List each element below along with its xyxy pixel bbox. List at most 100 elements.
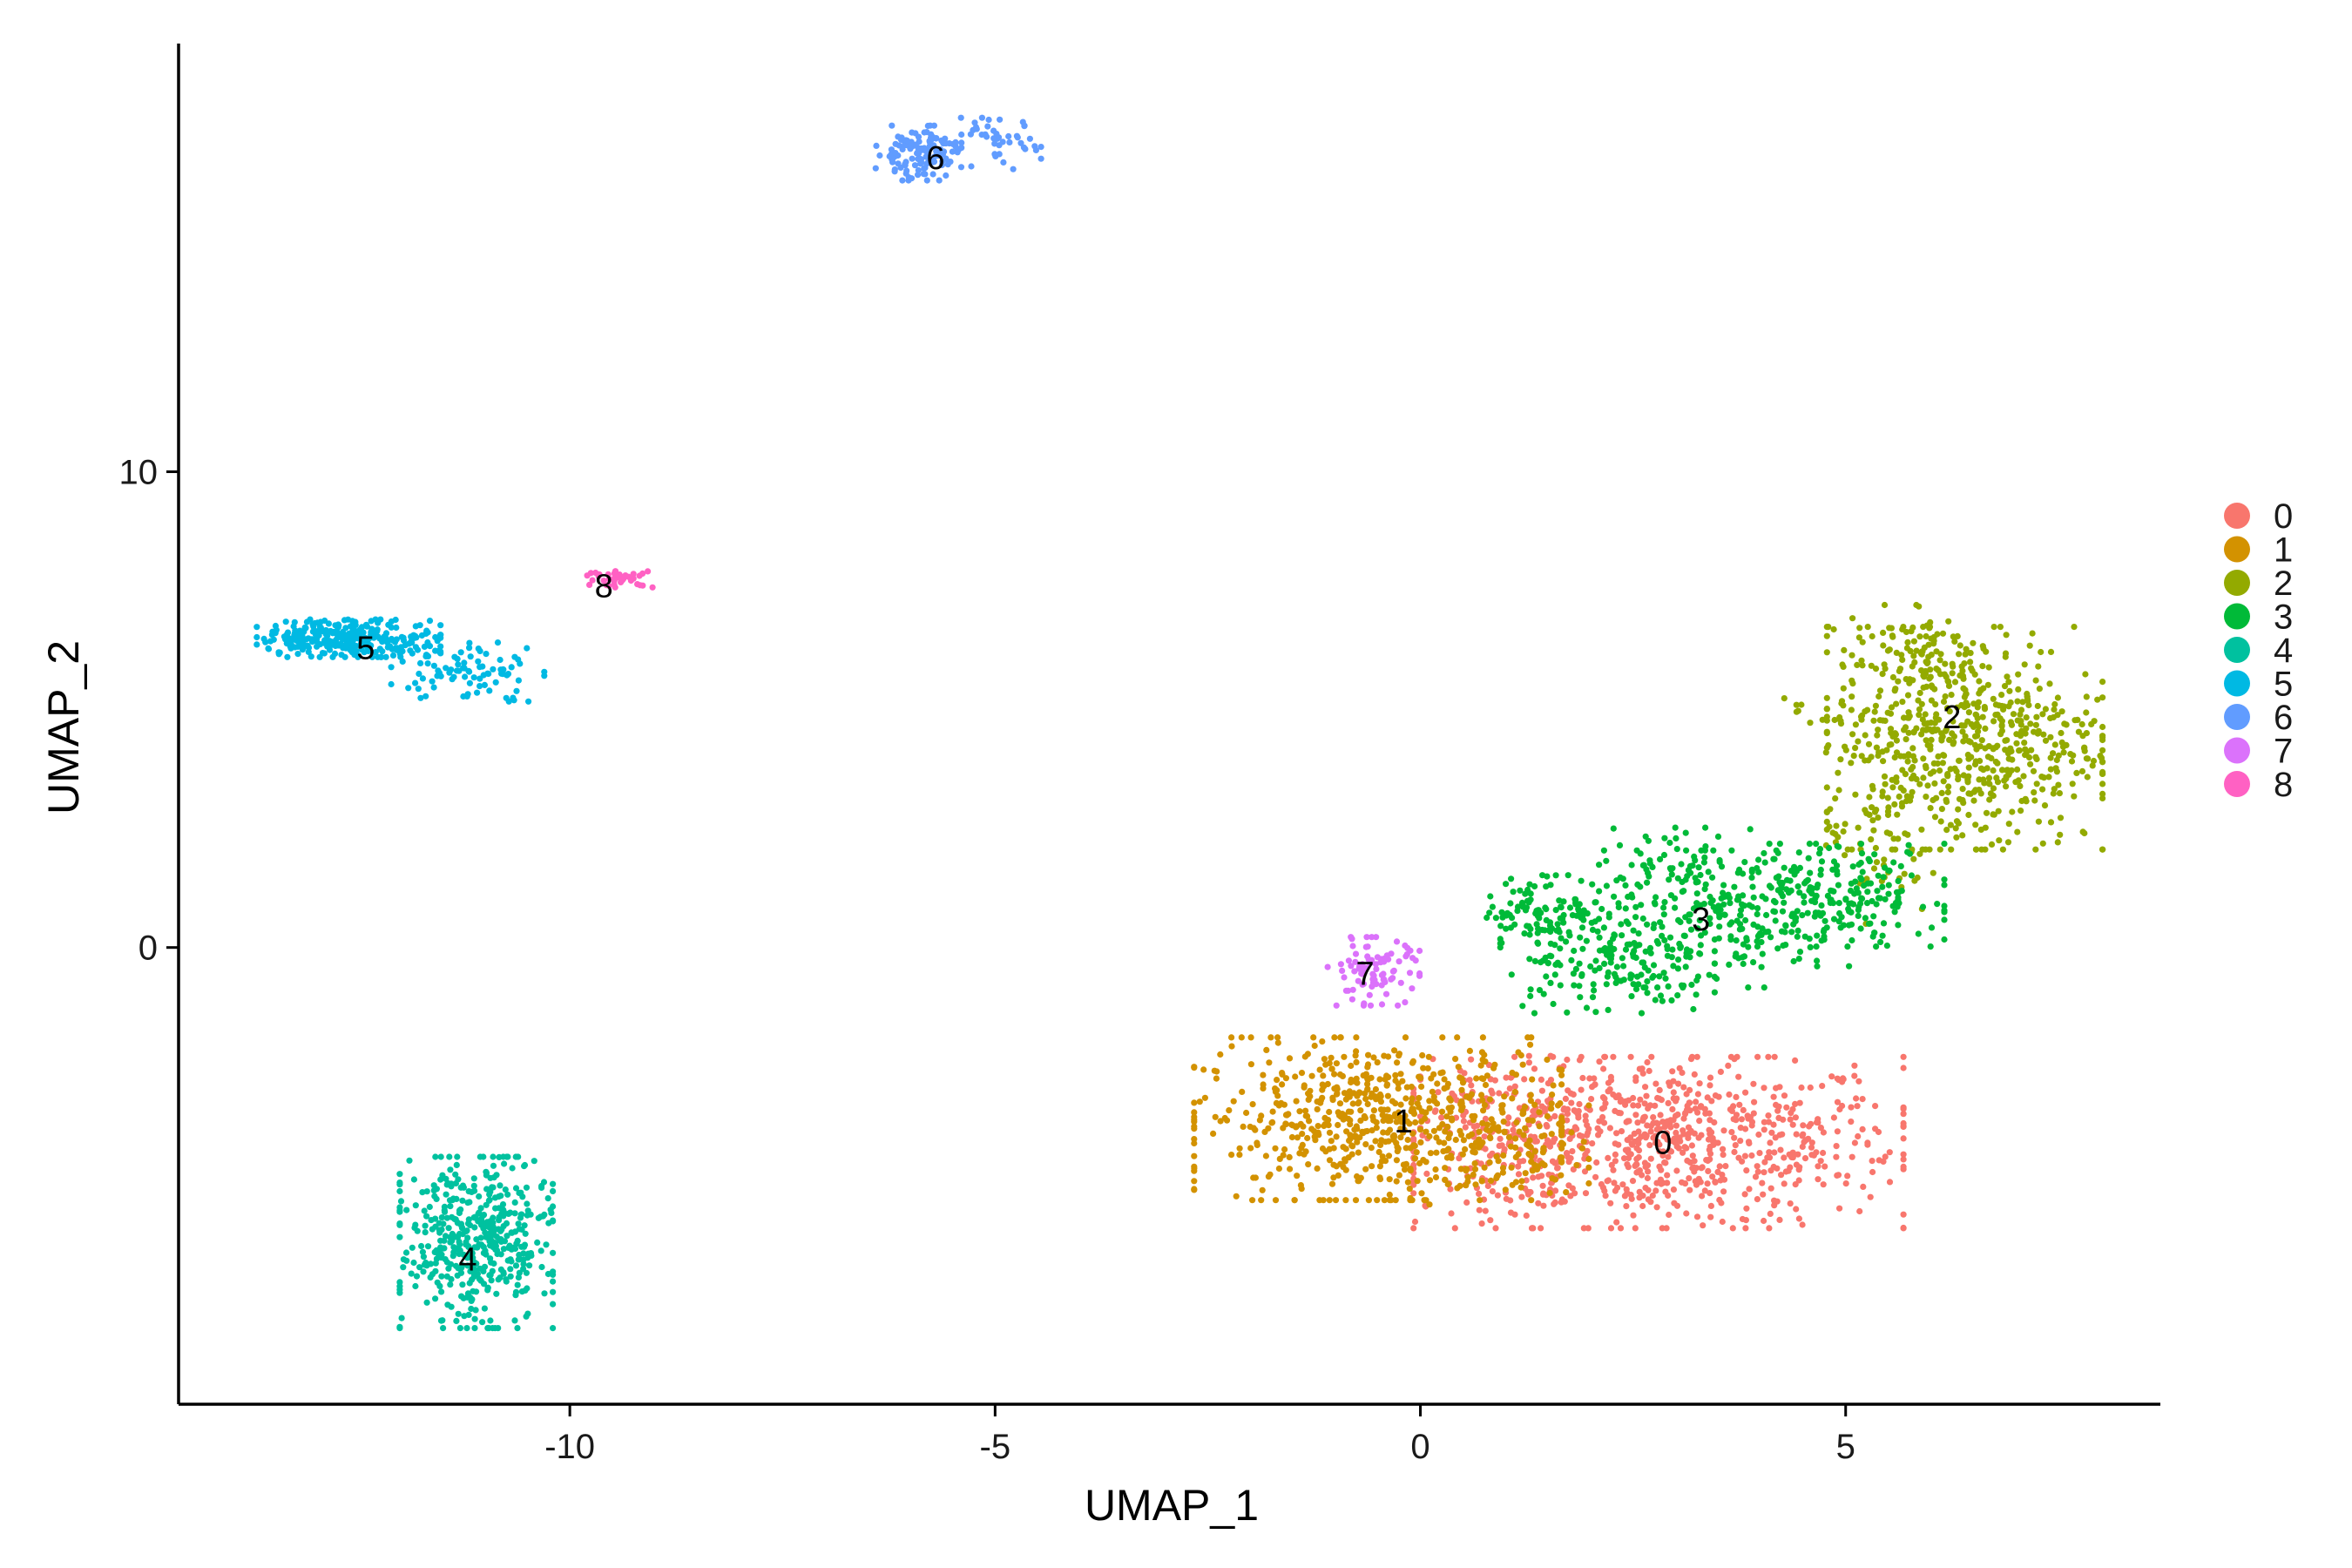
point [487,1271,494,1278]
point [1830,625,1837,633]
point [1748,1152,1755,1159]
point [1333,1002,1340,1009]
point [1889,784,1896,791]
point [1236,1152,1243,1159]
point [1618,1128,1625,1135]
point [1954,632,1961,640]
point [899,177,906,184]
point [1727,921,1734,928]
point [1900,1064,1907,1071]
point [1941,902,1948,909]
point [1406,970,1414,977]
point [1906,679,1913,686]
point [1926,846,1933,853]
point [2099,747,2106,754]
point [1872,1103,1879,1110]
point [1905,729,1912,736]
point [2005,755,2012,762]
point [1858,657,1865,664]
point [436,1227,443,1233]
point [1583,1004,1591,1011]
point [1711,960,1718,967]
point [1333,1133,1340,1140]
legend-item-1: 1 [2224,531,2293,570]
point [1692,1105,1699,1112]
point [1836,1205,1843,1212]
point [1691,1158,1698,1165]
point [2039,840,2046,847]
point [1813,1119,1821,1126]
point [1625,1097,1632,1104]
point [1661,899,1668,906]
point [1550,1000,1557,1008]
point [1980,776,1987,783]
point [1776,1132,1783,1139]
point [1897,784,1904,792]
point [1975,723,1983,730]
point [1349,1100,1356,1107]
point [1694,925,1701,932]
point [1821,1163,1828,1170]
point [1535,1173,1542,1180]
point [2078,767,2086,775]
point [1662,975,1669,982]
point [437,672,444,679]
point [1500,1152,1507,1159]
point [907,145,914,152]
point [1716,923,1723,930]
point [490,1162,497,1169]
point [2099,781,2106,787]
point [1321,1056,1328,1063]
point [1990,811,1997,818]
point [1367,1002,1375,1009]
point [1511,921,1518,928]
point [1452,1136,1459,1144]
point [1541,1108,1548,1115]
point [456,1241,463,1248]
point [308,653,314,660]
point [1665,983,1672,990]
point [1563,938,1570,945]
point [1319,1038,1326,1045]
point [1667,1124,1674,1131]
point [2055,781,2062,788]
point [2005,679,2012,686]
point [2055,752,2062,760]
point [1442,1165,1449,1172]
point [1885,867,1892,874]
point [1010,166,1017,172]
point [448,1303,455,1310]
point [1426,1132,1433,1140]
legend-item-2: 2 [2224,564,2293,603]
point [1588,919,1595,926]
point [1918,731,1925,738]
point [1848,706,1855,713]
point [1265,1125,1272,1132]
point [1671,1200,1678,1206]
point [1854,1103,1861,1110]
point [1690,905,1697,912]
point [2014,698,2021,705]
point [1512,1144,1519,1151]
point [1838,700,1845,707]
point [1330,1161,1337,1168]
point [1916,781,1923,787]
point [1543,916,1550,923]
point [1211,1067,1218,1074]
point [1818,858,1826,865]
point [1366,991,1373,998]
point [1578,924,1586,931]
point [1540,1202,1547,1209]
point [1482,1081,1490,1089]
point [1581,1168,1589,1175]
point [1503,1195,1510,1202]
point [397,1198,405,1205]
point [2099,770,2106,778]
point [1927,943,1934,950]
point [471,1325,478,1332]
point [1957,642,1963,649]
point [1457,1166,1464,1173]
point [1282,1075,1289,1082]
point [1686,1175,1693,1182]
point [1394,1059,1401,1066]
